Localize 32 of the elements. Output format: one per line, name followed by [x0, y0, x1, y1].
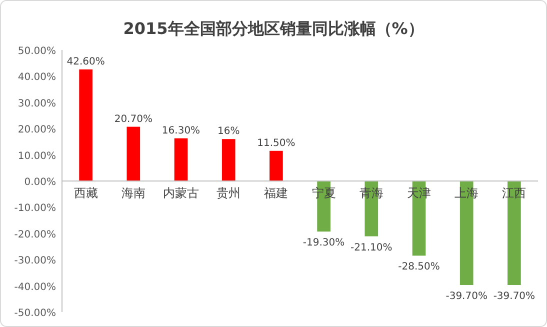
bar — [174, 138, 188, 181]
data-label: -21.10% — [350, 242, 392, 254]
y-tick-label: -10.00% — [14, 203, 56, 214]
bar — [270, 150, 283, 181]
y-tick-label: -30.00% — [14, 256, 56, 267]
data-label: -39.70% — [493, 291, 536, 302]
x-tick-label: 贵州 — [216, 186, 241, 200]
y-tick-label: 50.00% — [18, 46, 56, 57]
data-label: 16% — [217, 126, 240, 138]
y-tick-label: 0.00% — [24, 177, 56, 188]
chart-title: 2015年全国部分地区销量同比涨幅（%） — [123, 19, 424, 38]
x-tick-label: 西藏 — [74, 186, 98, 200]
y-tick-label: 10.00% — [18, 150, 56, 162]
bar — [79, 69, 92, 181]
data-label: 42.60% — [66, 56, 105, 68]
x-tick-label: 福建 — [264, 186, 288, 200]
y-tick-label: -50.00% — [14, 308, 56, 319]
y-tick-label: 30.00% — [18, 98, 56, 110]
y-tick-label: -20.00% — [14, 229, 56, 240]
x-tick-label: 内蒙古 — [163, 186, 199, 200]
data-label: -28.50% — [398, 262, 440, 273]
data-label: 20.70% — [114, 114, 152, 125]
y-tick-label: -40.00% — [14, 282, 56, 293]
bar — [126, 126, 140, 181]
y-tick-label: 20.00% — [18, 124, 56, 136]
data-label: -39.70% — [446, 291, 488, 302]
y-tick-label: 40.00% — [18, 72, 56, 84]
x-tick-label: 海南 — [121, 186, 146, 200]
data-label: 16.30% — [162, 125, 200, 136]
bar — [222, 139, 236, 181]
data-label: -19.30% — [302, 238, 345, 249]
data-label: 11.50% — [257, 138, 296, 149]
